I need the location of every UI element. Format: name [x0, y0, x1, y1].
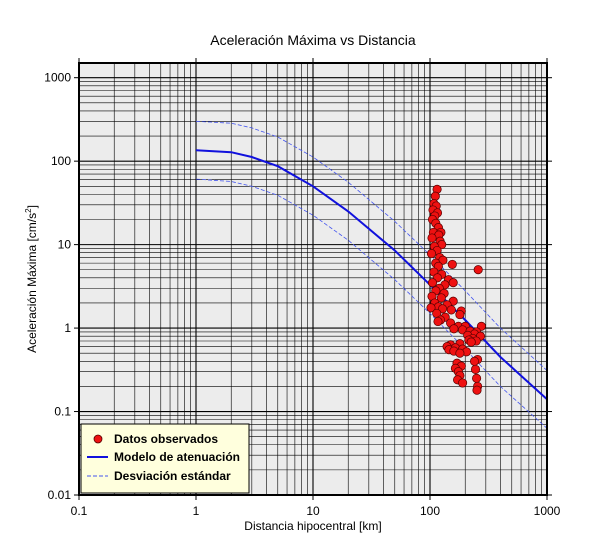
data-point [430, 191, 440, 201]
data-point [466, 337, 476, 347]
y-tick-label: 10 [58, 238, 72, 252]
data-point [433, 316, 443, 327]
y-axis-label-main: Aceleración Máxima [cm/s [25, 213, 39, 353]
series-line-deviation [195, 120, 548, 371]
data-point [449, 324, 459, 334]
legend-label-model: Modelo de atenuación [114, 450, 240, 464]
tick-labels: 0.1 1 10 100 1000 0.01 0.1 1 10 100 1000 [44, 71, 560, 518]
data-point [448, 278, 458, 288]
chart-title: Aceleración Máxima vs Distancia [210, 32, 416, 48]
y-tick-label: 1 [64, 321, 71, 335]
x-tick-label: 1 [193, 504, 200, 518]
x-tick-label: 0.1 [71, 504, 88, 518]
data-point [469, 356, 480, 366]
x-tick-label: 1000 [534, 504, 561, 518]
y-tick-label: 0.01 [48, 488, 72, 502]
legend-label-observed: Datos observados [114, 432, 218, 446]
x-tick-label: 10 [306, 504, 320, 518]
data-point [455, 310, 465, 320]
tick-marks [74, 58, 552, 500]
data-point [426, 303, 436, 313]
data-point [427, 233, 437, 243]
data-point [470, 364, 481, 374]
y-axis-label-superscript: 2 [24, 208, 33, 213]
legend-box [80, 423, 250, 494]
data-point [472, 385, 482, 395]
y-tick-label: 0.1 [54, 405, 71, 419]
y-axis-label-end: ] [25, 205, 39, 208]
data-point [455, 348, 465, 358]
data-point [473, 265, 483, 275]
y-tick-label: 1000 [44, 71, 71, 85]
data-point [458, 378, 468, 388]
legend-label-deviation: Desviación estándar [114, 469, 231, 483]
grid-major-lines [79, 63, 547, 495]
legend: Datos observados Modelo de atenuación De… [80, 423, 250, 494]
data-point [472, 373, 482, 383]
data-point [447, 259, 457, 269]
series-layer [195, 120, 548, 429]
data-point [426, 249, 437, 259]
data-point [446, 305, 456, 315]
y-tick-label: 100 [51, 154, 71, 168]
x-axis-label: Distancia hipocentral [km] [244, 519, 381, 533]
data-point [427, 278, 438, 288]
legend-marker-observed [93, 434, 103, 444]
y-axis-label: Aceleración Máxima [cm/s2] [24, 205, 39, 353]
data-point [436, 293, 446, 303]
x-tick-label: 100 [420, 504, 440, 518]
